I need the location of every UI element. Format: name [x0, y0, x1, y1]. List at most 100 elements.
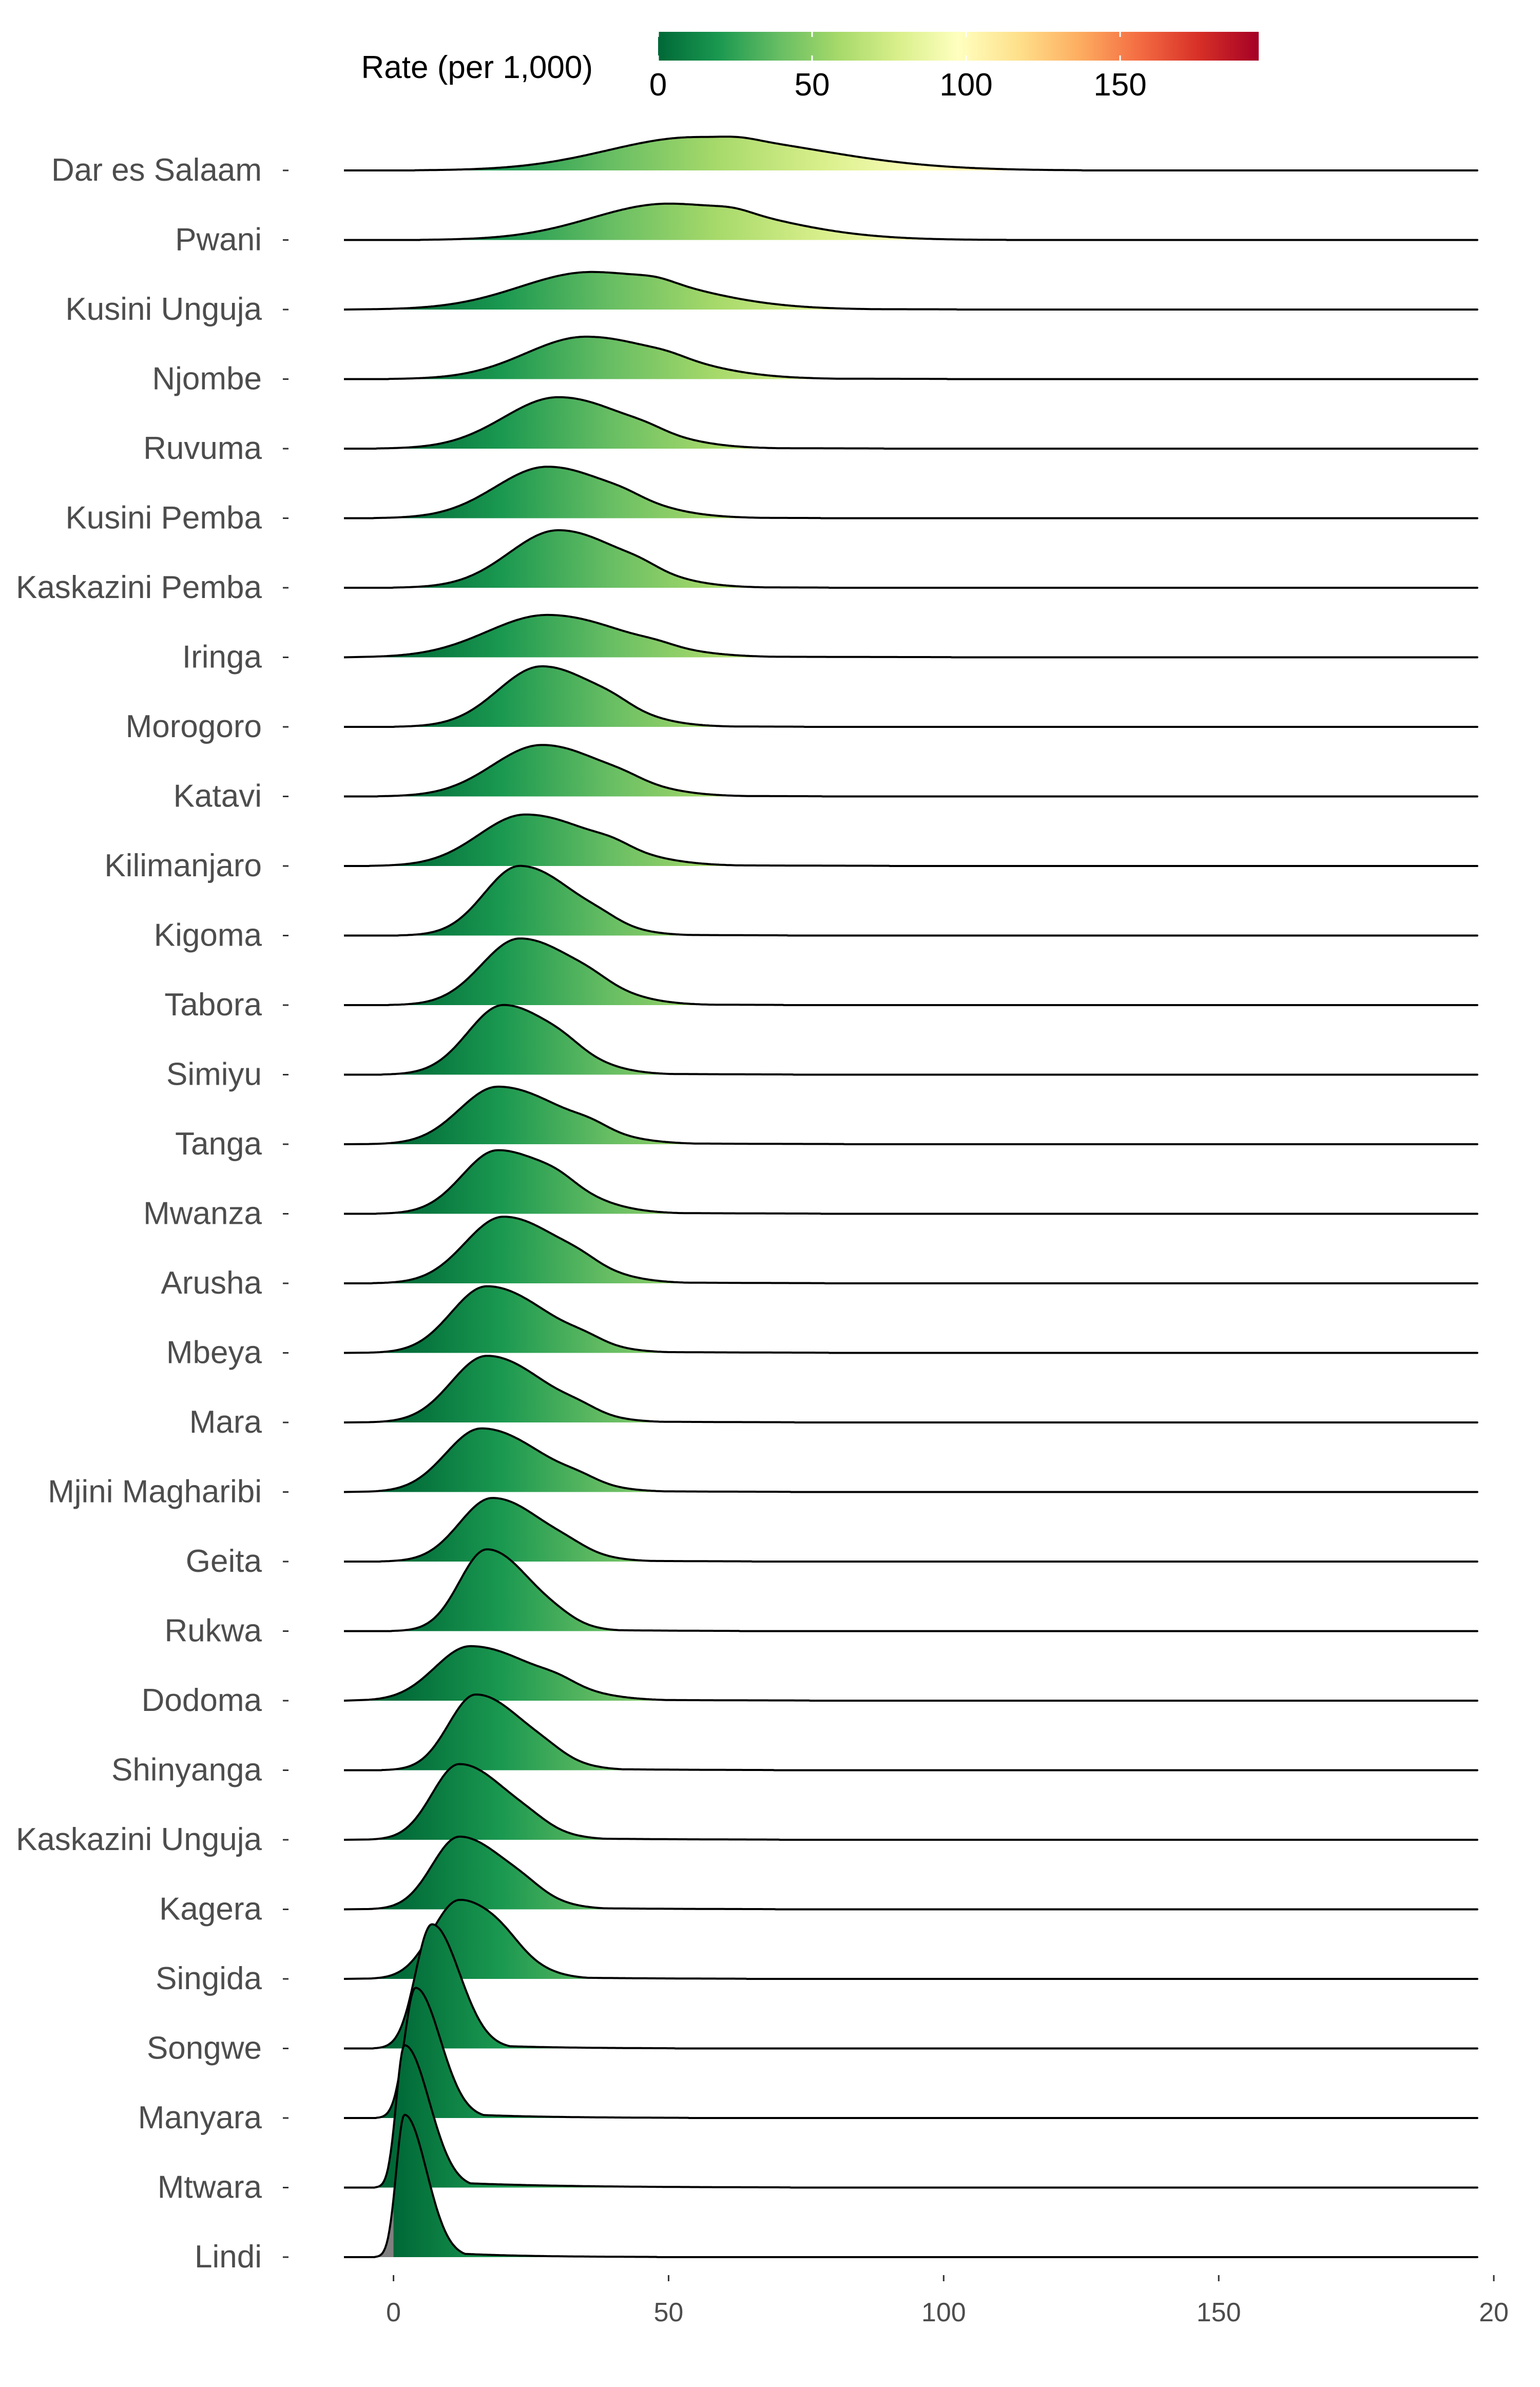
ridge-fill: [344, 1150, 1477, 1214]
ridge-mwanza: [344, 1149, 1478, 1215]
colorbar: [658, 32, 1259, 61]
ridge-outline: [344, 665, 1478, 728]
y-label-kigoma: Kigoma: [154, 918, 262, 953]
x-tick-label: 0: [386, 2298, 401, 2327]
ridge-fill: [344, 1646, 1477, 1701]
ridge-manyara: [344, 1987, 1478, 2119]
ridge-fill: [344, 1217, 1477, 1283]
ridge-below-zero-fill: [374, 2199, 394, 2257]
ridge-tanga: [343, 1085, 1478, 1145]
ridge-outline: [344, 1923, 1478, 2050]
ridge-outline: [344, 864, 1478, 937]
ridge-fill: [344, 1005, 1477, 1075]
ridge-mjini-magharibi: [343, 1427, 1478, 1493]
ridge-arusha: [344, 1216, 1478, 1284]
ridge-kusini-pemba: [344, 466, 1478, 519]
legend-tick-label: 0: [649, 67, 667, 103]
ridge-fill: [344, 530, 1477, 588]
y-label-njombe: Njombe: [152, 361, 262, 397]
ridge-katavi: [344, 744, 1478, 798]
ridge-outline: [343, 271, 1478, 311]
x-tick-label: 150: [1197, 2298, 1241, 2327]
ridge-fill: [344, 1356, 1477, 1422]
ridge-outline: [344, 202, 1478, 241]
y-label-mjini-magharibi: Mjini Magharibi: [48, 1474, 262, 1510]
y-label-dar-es-salaam: Dar es Salaam: [51, 152, 262, 188]
x-axis: 0 50 100 150 20: [386, 2275, 1509, 2327]
ridge-outline: [344, 2113, 1478, 2258]
ridge-pwani: [344, 202, 1478, 241]
y-label-mtwara: Mtwara: [158, 2170, 262, 2205]
y-label-tanga: Tanga: [175, 1126, 262, 1162]
ridge-fill: [344, 745, 1477, 797]
ridge-fill: [344, 865, 1477, 936]
y-label-mara: Mara: [189, 1404, 262, 1440]
x-tick-label: 50: [654, 2298, 684, 2327]
ridge-outline: [343, 1427, 1478, 1493]
y-label-kaskazini-unguja: Kaskazini Unguja: [16, 1822, 262, 1857]
ridge-outline: [343, 613, 1478, 659]
ridge-fill: [344, 1695, 1477, 1770]
ridge-outline: [343, 1285, 1478, 1354]
ridge-tabora: [344, 937, 1478, 1006]
ridge-outline: [344, 1987, 1478, 2119]
ridges: [343, 136, 1478, 2258]
ridge-fill: [344, 938, 1477, 1005]
ridge-outline: [343, 1645, 1478, 1702]
ridge-lindi: [344, 2113, 1478, 2258]
ridge-fill: [344, 467, 1477, 518]
ridge-fill: [344, 1900, 1477, 1979]
ridge-fill: [344, 1836, 1477, 1910]
y-label-rukwa: Rukwa: [164, 1613, 262, 1649]
legend-tick-label: 150: [1093, 67, 1146, 103]
x-tick-label: 20: [1479, 2298, 1509, 2327]
y-label-singida: Singida: [156, 1961, 262, 1996]
ridge-fill: [344, 203, 1477, 240]
ridge-singida: [343, 1899, 1478, 1980]
legend-tick-label: 100: [939, 67, 992, 103]
y-label-iringa: Iringa: [182, 640, 262, 675]
ridge-outline: [343, 1835, 1478, 1911]
ridge-njombe: [344, 335, 1478, 380]
ridge-kagera: [343, 1835, 1478, 1911]
ridge-fill: [344, 1286, 1477, 1353]
ridge-fill: [344, 1549, 1477, 1631]
y-label-mbeya: Mbeya: [166, 1335, 262, 1371]
y-label-manyara: Manyara: [138, 2100, 262, 2135]
ridge-mbeya: [343, 1285, 1478, 1354]
y-label-arusha: Arusha: [161, 1265, 262, 1301]
ridge-mtwara: [344, 2044, 1478, 2189]
y-label-lindi: Lindi: [195, 2239, 262, 2275]
ridge-shinyanga: [344, 1693, 1478, 1772]
y-label-kusini-unguja: Kusini Unguja: [65, 292, 262, 327]
ridge-iringa: [343, 613, 1478, 659]
ridge-fill: [344, 137, 1477, 170]
ridge-outline: [344, 1693, 1478, 1772]
ridge-outline: [344, 396, 1478, 450]
ridge-outline: [344, 335, 1478, 380]
ridge-outline: [344, 2044, 1478, 2189]
ridge-outline: [344, 1497, 1478, 1563]
ridge-simiyu: [344, 1004, 1478, 1076]
ridge-outline: [344, 529, 1478, 589]
y-label-kusini-pemba: Kusini Pemba: [65, 500, 262, 536]
ridge-kusini-unguja: [343, 271, 1478, 311]
ridge-dar-es-salaam: [344, 136, 1478, 171]
ridge-outline: [344, 744, 1478, 798]
ridge-fill: [344, 1988, 1477, 2118]
y-label-simiyu: Simiyu: [166, 1057, 262, 1092]
ridge-outline: [344, 466, 1478, 519]
ridge-fill: [344, 1924, 1477, 2049]
y-label-pwani: Pwani: [175, 222, 262, 258]
x-tick-label: 100: [921, 2298, 966, 2327]
ridge-outline: [344, 1216, 1478, 1284]
legend-title: Rate (per 1,000): [361, 50, 593, 85]
ridge-outline: [344, 1149, 1478, 1215]
y-label-morogoro: Morogoro: [126, 709, 262, 744]
ridge-fill: [344, 1086, 1477, 1144]
ridge-kilimanjaro: [344, 813, 1478, 867]
ridge-morogoro: [344, 665, 1478, 728]
ridge-dodoma: [343, 1645, 1478, 1702]
ridge-fill: [344, 1764, 1477, 1840]
